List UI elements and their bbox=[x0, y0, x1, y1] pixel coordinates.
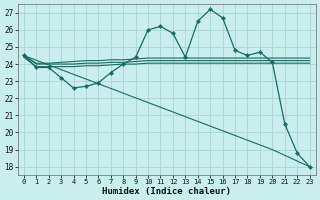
X-axis label: Humidex (Indice chaleur): Humidex (Indice chaleur) bbox=[102, 187, 231, 196]
